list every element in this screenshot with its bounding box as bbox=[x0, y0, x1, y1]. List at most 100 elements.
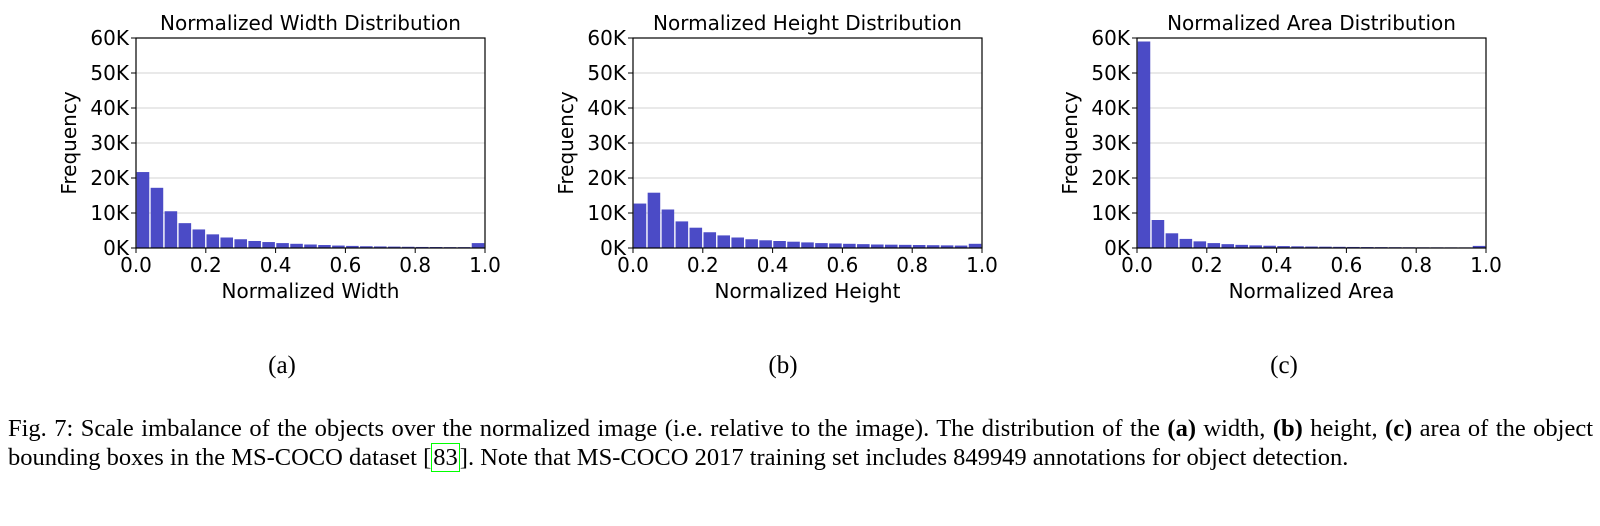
area-bar bbox=[1151, 220, 1165, 248]
area-xtick-label: 0.0 bbox=[1121, 253, 1153, 277]
area-ytick-label: 10K bbox=[1091, 201, 1130, 225]
width-bar bbox=[387, 246, 401, 248]
height-bar bbox=[675, 221, 689, 248]
area-x-axis-label: Normalized Area bbox=[1229, 279, 1395, 303]
width-ytick-label: 60K bbox=[90, 26, 129, 50]
width-x-axis-label: Normalized Width bbox=[222, 279, 400, 303]
width-ytick-label: 10K bbox=[90, 201, 129, 225]
subfigure-label-b: (b) bbox=[768, 352, 798, 379]
width-xtick-label: 0.4 bbox=[260, 253, 292, 277]
width-bar bbox=[318, 245, 331, 248]
area-bar bbox=[1472, 245, 1486, 248]
height-bar bbox=[801, 242, 814, 248]
width-bar bbox=[220, 237, 234, 248]
width-bar bbox=[136, 172, 150, 248]
width-ytick-label: 0K bbox=[103, 236, 130, 260]
height-bar bbox=[773, 241, 786, 248]
area-ytick-label: 40K bbox=[1091, 96, 1130, 120]
area-ytick-label: 30K bbox=[1091, 131, 1130, 155]
area-xtick-label: 1.0 bbox=[1470, 253, 1502, 277]
area-bar bbox=[1165, 233, 1179, 248]
width-bar bbox=[304, 244, 317, 248]
caption-label-a: (a) bbox=[1167, 415, 1196, 442]
area-xtick-label: 0.4 bbox=[1261, 253, 1293, 277]
width-y-axis-label: Frequency bbox=[57, 91, 81, 194]
height-bar bbox=[661, 209, 675, 248]
area-ytick-label: 50K bbox=[1091, 61, 1130, 85]
width-bar bbox=[290, 243, 303, 248]
height-bar bbox=[633, 203, 647, 248]
caption-text-1: width, bbox=[1195, 415, 1273, 442]
caption-text-2: height, bbox=[1302, 415, 1386, 442]
height-bar bbox=[857, 244, 870, 248]
area-bar bbox=[1207, 243, 1221, 248]
height-bar bbox=[940, 245, 954, 248]
height-ytick-label: 50K bbox=[587, 61, 626, 85]
height-ytick-label: 20K bbox=[587, 166, 626, 190]
width-xtick-label: 0.0 bbox=[120, 253, 152, 277]
area-xtick-label: 0.2 bbox=[1191, 253, 1223, 277]
width-xtick-label: 1.0 bbox=[469, 253, 501, 277]
height-bar bbox=[759, 240, 772, 248]
figure-charts: 0K 10K 20K 30K 40K 50K 60K 0.0 0.2 0.4 0.6 0.8 1.0 No… bbox=[57, 11, 1502, 303]
width-bar bbox=[332, 245, 345, 248]
area-ytick-label: 60K bbox=[1091, 26, 1130, 50]
height-xtick-label: 0.6 bbox=[826, 253, 858, 277]
height-bar bbox=[871, 244, 884, 248]
width-chart-title: Normalized Width Distribution bbox=[160, 11, 461, 35]
width-bar bbox=[234, 239, 247, 248]
height-xtick-label: 0.2 bbox=[687, 253, 719, 277]
height-y-axis-label: Frequency bbox=[554, 91, 578, 194]
area-bar bbox=[1277, 246, 1290, 248]
area-bar bbox=[1291, 246, 1304, 248]
area-ytick-label: 0K bbox=[1104, 236, 1131, 260]
width-xtick-label: 0.6 bbox=[329, 253, 361, 277]
caption-text-3: area of the object bounding boxes in the… bbox=[8, 415, 1593, 471]
width-bar bbox=[374, 246, 387, 248]
height-bar bbox=[703, 232, 717, 248]
charts-svg: 0K 10K 20K 30K 40K 50K 60K 0.0 0.2 0.4 0.6 0.8 1.0 No… bbox=[57, 11, 1502, 303]
height-bar bbox=[898, 244, 912, 248]
area-bar bbox=[1319, 246, 1332, 248]
area-bar bbox=[1221, 244, 1235, 248]
width-xtick-label: 0.8 bbox=[399, 253, 431, 277]
height-bar bbox=[717, 235, 731, 248]
height-bar bbox=[843, 243, 856, 248]
height-bar bbox=[689, 227, 703, 248]
width-bar bbox=[248, 241, 261, 248]
height-bar bbox=[968, 243, 982, 248]
area-bar bbox=[1305, 246, 1318, 248]
height-ytick-label: 0K bbox=[600, 236, 627, 260]
width-bar bbox=[164, 211, 178, 248]
height-bar bbox=[787, 241, 800, 248]
area-bar bbox=[1249, 245, 1262, 248]
height-ytick-label: 10K bbox=[587, 201, 626, 225]
height-bar bbox=[954, 245, 968, 248]
area-chart-title: Normalized Area Distribution bbox=[1167, 11, 1456, 35]
height-xtick-label: 0.4 bbox=[757, 253, 789, 277]
width-bar bbox=[206, 234, 220, 248]
caption-label-c: (c) bbox=[1385, 415, 1413, 442]
width-bar bbox=[276, 243, 289, 248]
area-bar bbox=[1235, 244, 1248, 248]
width-bar bbox=[471, 243, 485, 248]
height-bar bbox=[745, 239, 758, 248]
height-bar bbox=[647, 192, 661, 248]
width-ytick-label: 20K bbox=[90, 166, 129, 190]
area-bar bbox=[1137, 41, 1151, 248]
height-bar bbox=[815, 243, 828, 248]
area-bar bbox=[1179, 238, 1193, 248]
width-bar bbox=[192, 229, 206, 248]
citation-link[interactable]: 83 bbox=[431, 443, 460, 472]
caption-prefix: Fig. 7: Scale imbalance of the objects o… bbox=[8, 415, 1168, 442]
area-bar bbox=[1263, 245, 1276, 248]
height-bar bbox=[731, 237, 744, 248]
height-bar bbox=[912, 245, 926, 248]
subfigure-label-a: (a) bbox=[268, 352, 296, 379]
height-ytick-label: 30K bbox=[587, 131, 626, 155]
width-xtick-label: 0.2 bbox=[190, 253, 222, 277]
height-xtick-label: 1.0 bbox=[966, 253, 998, 277]
height-chart-title: Normalized Height Distribution bbox=[653, 11, 962, 35]
area-ytick-label: 20K bbox=[1091, 166, 1130, 190]
height-xtick-label: 0.8 bbox=[896, 253, 928, 277]
